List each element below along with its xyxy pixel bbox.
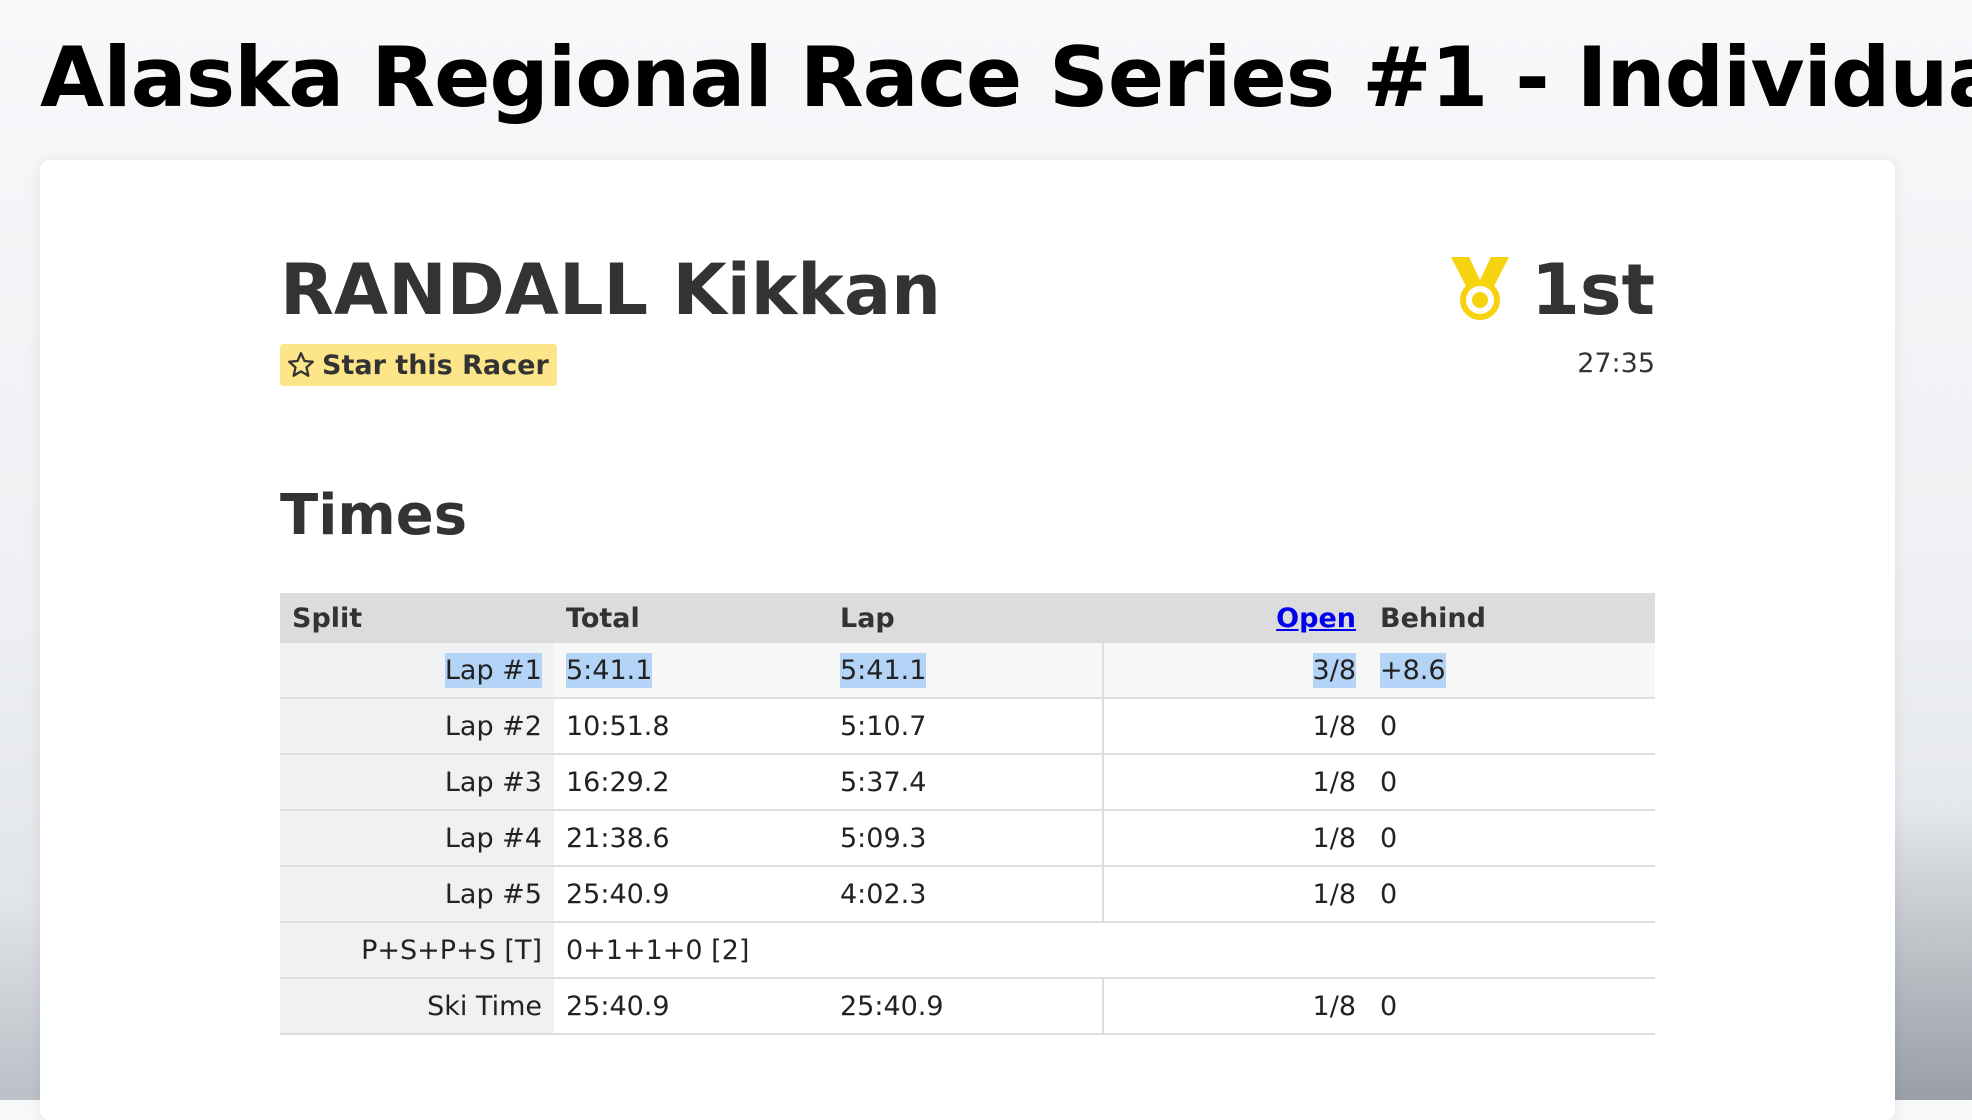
- page-title: Alaska Regional Race Series #1 - Individ…: [40, 29, 1972, 126]
- rank-cell: 1/8: [1103, 754, 1368, 811]
- column-header-open: Open: [1103, 593, 1368, 643]
- total-cell: 25:40.9: [554, 866, 828, 923]
- empty-cell: [1368, 922, 1655, 979]
- star-icon: [286, 350, 316, 380]
- behind-cell: 0: [1368, 698, 1655, 755]
- place-display: 1st: [1449, 252, 1655, 329]
- rank-cell: 1/8: [1103, 698, 1368, 755]
- split-cell: Lap #1: [280, 643, 554, 699]
- table-row: P+S+P+S [T] 0+1+1+0 [2]: [280, 922, 1655, 979]
- times-table: Split Total Lap Open Behind Lap #1 5:41.…: [280, 593, 1655, 1035]
- behind-cell: 0: [1368, 754, 1655, 811]
- racer-name: RANDALL Kikkan: [280, 249, 941, 331]
- column-header-lap: Lap: [828, 593, 1103, 643]
- star-racer-label: Star this Racer: [322, 349, 549, 381]
- final-time: 27:35: [1577, 348, 1655, 379]
- rank-cell: 1/8: [1103, 978, 1368, 1035]
- table-row: Lap #3 16:29.2 5:37.4 1/8 0: [280, 754, 1655, 811]
- table-header-row: Split Total Lap Open Behind: [280, 593, 1655, 643]
- racer-card: RANDALL Kikkan Star this Racer 1st 27:35…: [40, 160, 1895, 1120]
- total-cell: 0+1+1+0 [2]: [554, 922, 828, 979]
- total-cell: 16:29.2: [554, 754, 828, 811]
- behind-cell: 0: [1368, 866, 1655, 923]
- total-cell: 21:38.6: [554, 810, 828, 867]
- times-heading: Times: [280, 483, 468, 548]
- total-cell: 10:51.8: [554, 698, 828, 755]
- rank-cell: 1/8: [1103, 866, 1368, 923]
- empty-cell: [1103, 922, 1368, 979]
- split-cell: Lap #3: [280, 754, 554, 811]
- lap-cell: 5:41.1: [828, 643, 1104, 699]
- behind-cell: +8.6: [1368, 643, 1655, 699]
- star-racer-button[interactable]: Star this Racer: [280, 344, 557, 386]
- column-header-behind: Behind: [1368, 593, 1655, 643]
- table-row: Ski Time 25:40.9 25:40.9 1/8 0: [280, 978, 1655, 1035]
- split-cell: Ski Time: [280, 978, 554, 1035]
- split-cell: Lap #4: [280, 810, 554, 867]
- split-cell: Lap #5: [280, 866, 554, 923]
- place-text: 1st: [1531, 249, 1655, 331]
- empty-cell: [828, 922, 1103, 979]
- column-header-total: Total: [554, 593, 828, 643]
- lap-cell: 25:40.9: [828, 978, 1104, 1035]
- background-mist-right: [1892, 800, 1972, 1100]
- table-row: Lap #5 25:40.9 4:02.3 1/8 0: [280, 866, 1655, 923]
- split-cell: P+S+P+S [T]: [280, 922, 554, 979]
- behind-cell: 0: [1368, 810, 1655, 867]
- table-row: Lap #2 10:51.8 5:10.7 1/8 0: [280, 698, 1655, 755]
- behind-cell: 0: [1368, 978, 1655, 1035]
- table-row: Lap #1 5:41.1 5:41.1 3/8 +8.6: [280, 643, 1655, 699]
- column-header-split: Split: [280, 593, 554, 643]
- split-cell: Lap #2: [280, 698, 554, 755]
- total-cell: 5:41.1: [554, 643, 828, 699]
- table-row: Lap #4 21:38.6 5:09.3 1/8 0: [280, 810, 1655, 867]
- lap-cell: 5:10.7: [828, 698, 1104, 755]
- medal-icon: [1449, 256, 1511, 326]
- lap-cell: 4:02.3: [828, 866, 1104, 923]
- rank-cell: 3/8: [1103, 643, 1368, 699]
- lap-cell: 5:09.3: [828, 810, 1104, 867]
- rank-cell: 1/8: [1103, 810, 1368, 867]
- lap-cell: 5:37.4: [828, 754, 1104, 811]
- open-category-link[interactable]: Open: [1276, 602, 1356, 634]
- total-cell: 25:40.9: [554, 978, 828, 1035]
